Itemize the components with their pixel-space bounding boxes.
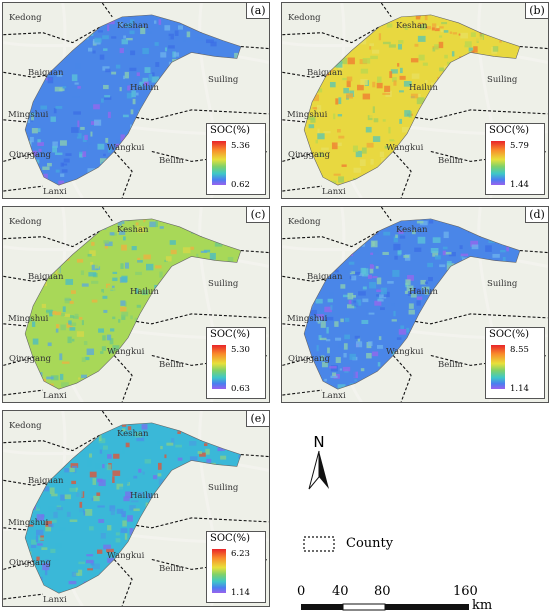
place-label-qinggang: Qinggang [9,354,52,364]
place-label-lanxi: Lanxi [322,391,346,401]
scale-tick-80: 80 [374,584,391,599]
place-label-wangkui: Wangkui [107,143,145,153]
legend-max-value: 5.36 [231,141,250,151]
legend-min-value: 1.44 [510,180,529,190]
place-label-wangkui: Wangkui [386,347,424,357]
place-label-mingshui: Mingshui [8,314,49,324]
place-label-wangkui: Wangkui [386,143,424,153]
soc-legend-b: SOC(%) 5.79 1.44 [485,123,545,195]
place-label-hailun: Hailun [130,83,159,93]
place-label-kedong: Kedong [9,217,42,227]
legend-title: SOC(%) [210,533,251,544]
place-label-beilin: Beilin [438,360,463,370]
place-label-beilin: Beilin [159,564,184,574]
place-label-kedong: Kedong [288,217,321,227]
place-label-kedong: Kedong [288,13,321,23]
north-arrow-icon: N [308,433,329,490]
color-ramp [212,345,226,389]
color-ramp [212,549,226,593]
legend-title: SOC(%) [489,329,530,340]
place-label-suiling: Suiling [208,279,239,289]
place-label-keshan: Keshan [117,429,149,439]
place-label-lanxi: Lanxi [322,187,346,197]
place-label-qinggang: Qinggang [288,354,331,364]
panel-letter-e: (e) [246,411,269,427]
legend-max-value: 5.30 [231,345,250,355]
legend-min-value: 1.14 [231,588,250,598]
legend-title: SOC(%) [210,329,251,340]
panel-letter-d: (d) [525,207,548,223]
place-label-mingshui: Mingshui [8,110,49,120]
place-label-beilin: Beilin [159,360,184,370]
place-label-mingshui: Mingshui [287,110,328,120]
place-label-qinggang: Qinggang [288,150,331,160]
place-label-mingshui: Mingshui [287,314,328,324]
scale-tick-160: 160 [453,584,478,599]
place-label-suiling: Suiling [487,75,518,85]
soc-legend-c: SOC(%) 5.30 0.63 [206,327,266,399]
soc-legend-a: SOC(%) 5.36 0.62 [206,123,266,195]
place-label-suiling: Suiling [208,483,239,493]
place-label-kedong: Kedong [9,13,42,23]
place-label-wangkui: Wangkui [107,347,145,357]
map-panel-e: Kedong Keshan Baiquan Hailun Suiling Mingshui… [2,410,270,607]
county-boundary-symbol [303,536,335,552]
place-label-keshan: Keshan [396,21,428,31]
place-label-hailun: Hailun [409,287,438,297]
county-legend-label: County [346,536,394,551]
place-label-suiling: Suiling [487,279,518,289]
soc-map-b [282,3,548,198]
scale-tick-0: 0 [297,584,306,599]
place-label-baiquan: Baiquan [307,272,343,282]
scale-bar [301,603,469,611]
panel-letter-c: (c) [246,207,269,223]
map-panel-d: Kedong Keshan Baiquan Hailun Suiling Mingshui… [281,206,549,403]
place-label-qinggang: Qinggang [9,558,52,568]
color-ramp [491,141,505,185]
place-label-hailun: Hailun [130,287,159,297]
place-label-keshan: Keshan [117,225,149,235]
legend-min-value: 0.63 [231,384,250,394]
legend-min-value: 0.62 [231,180,250,190]
place-label-beilin: Beilin [159,156,184,166]
color-ramp [491,345,505,389]
place-label-lanxi: Lanxi [43,595,67,605]
place-label-mingshui: Mingshui [8,518,49,528]
legend-title: SOC(%) [489,125,530,136]
place-label-keshan: Keshan [396,225,428,235]
north-label: N [313,433,324,451]
panel-letter-a: (a) [246,3,269,19]
scale-tick-40: 40 [332,584,349,599]
place-label-baiquan: Baiquan [307,68,343,78]
place-label-baiquan: Baiquan [28,476,64,486]
place-label-hailun: Hailun [130,491,159,501]
map-panel-c: Kedong Keshan Baiquan Hailun Suiling Mingshui… [2,206,270,403]
legend-max-value: 5.79 [510,141,529,151]
place-label-lanxi: Lanxi [43,391,67,401]
scale-unit: km [472,598,493,613]
map-panel-a: Kedong Keshan Baiquan Hailun Suiling Mingshui… [2,2,270,199]
legend-max-value: 6.23 [231,549,250,559]
soc-legend-d: SOC(%) 8.55 1.14 [485,327,545,399]
color-ramp [212,141,226,185]
place-label-qinggang: Qinggang [9,150,52,160]
place-label-beilin: Beilin [438,156,463,166]
place-label-keshan: Keshan [117,21,149,31]
place-label-kedong: Kedong [9,421,42,431]
legend-max-value: 8.55 [510,345,529,355]
place-label-baiquan: Baiquan [28,272,64,282]
place-label-suiling: Suiling [208,75,239,85]
place-label-hailun: Hailun [409,83,438,93]
place-label-lanxi: Lanxi [43,187,67,197]
soc-legend-e: SOC(%) 6.23 1.14 [206,531,266,603]
place-label-wangkui: Wangkui [107,551,145,561]
soc-map-d [282,207,548,402]
legend-min-value: 1.14 [510,384,529,394]
place-label-baiquan: Baiquan [28,68,64,78]
panel-letter-b: (b) [525,3,548,19]
legend-title: SOC(%) [210,125,251,136]
map-panel-b: Kedong Keshan Baiquan Hailun Suiling Mingshui… [281,2,549,199]
